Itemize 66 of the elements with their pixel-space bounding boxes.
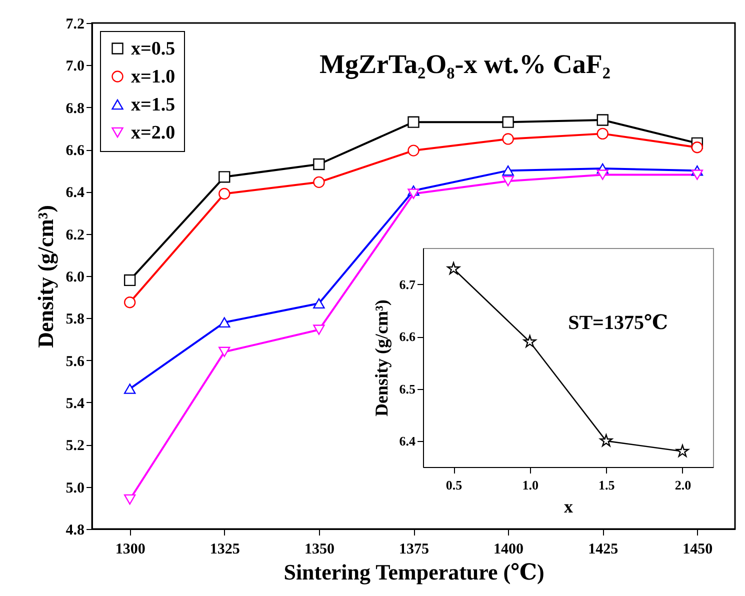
legend-label: x=1.0 [131,66,176,88]
point [596,114,608,126]
y-tick-label: 6.2 [66,227,84,244]
y-tick-label: 6.6 [66,143,85,159]
y-tick-label: 6.6 [399,329,416,344]
point [313,324,325,335]
y-axis-title: Density (g/cm³) [371,300,392,416]
point [502,165,514,176]
y-tick-label: 6.4 [66,185,85,202]
x-tick-label: 1325 [210,542,240,558]
y-tick-label: 4.8 [66,522,84,538]
point [691,170,704,180]
point [124,296,136,308]
y-tick-label: 6.8 [66,100,84,117]
x-tick-label: 1300 [115,542,146,558]
point [218,346,230,358]
annotation: ST=1375℃ [568,312,668,334]
point [502,116,514,128]
x-tick-label: 1350 [304,542,334,558]
point [313,298,325,309]
point [218,188,230,200]
x-tick-label: 1450 [682,542,713,558]
point [691,142,704,154]
x-tick-label: 1.5 [598,478,616,492]
y-tick-label: 5.8 [66,312,84,328]
point [218,171,230,183]
point [600,434,613,446]
legend-label: x=1.5 [131,94,176,116]
legend-label: x=2.0 [131,122,176,144]
x-tick-label: 0.5 [446,478,463,492]
y-tick-label: 6.5 [399,381,416,396]
point [218,317,230,328]
y-tick-label: 7.0 [66,58,84,75]
y-tick-label: 5.0 [66,480,84,496]
point [124,384,136,394]
y-tick-label: 6.7 [399,277,416,292]
x-tick-label: 1375 [399,542,429,558]
point [408,116,420,128]
text: MgZrTa₂O₈-x wt.% CaF₂ [319,49,611,79]
x-tick-label: 1400 [494,542,524,558]
y-tick-label: 6.0 [66,270,84,286]
legend-label: x=0.5 [131,38,176,60]
point [408,188,420,199]
point [502,133,514,145]
point [313,158,325,170]
y-tick-label: 6.4 [399,433,416,448]
x-axis-title: Sintering Temperature (℃) [284,560,544,584]
point [124,274,136,286]
point [124,494,136,505]
y-tick-label: 5.2 [66,438,84,454]
point [313,176,325,188]
x-tick-label: 2.0 [674,478,692,492]
point [596,128,608,140]
point [596,170,608,180]
x-axis-title: x [564,496,573,516]
point [502,176,514,186]
y-tick-label: 5.6 [66,354,85,370]
point [523,335,536,348]
y-axis-title: Density (g/cm³) [32,205,58,348]
point [676,444,689,457]
y-tick-label: 5.4 [66,396,85,412]
point [447,262,460,274]
x-tick-label: 1425 [588,542,618,558]
point [408,144,420,156]
x-tick-label: 1.0 [522,478,538,492]
y-tick-label: 7.2 [66,16,84,32]
